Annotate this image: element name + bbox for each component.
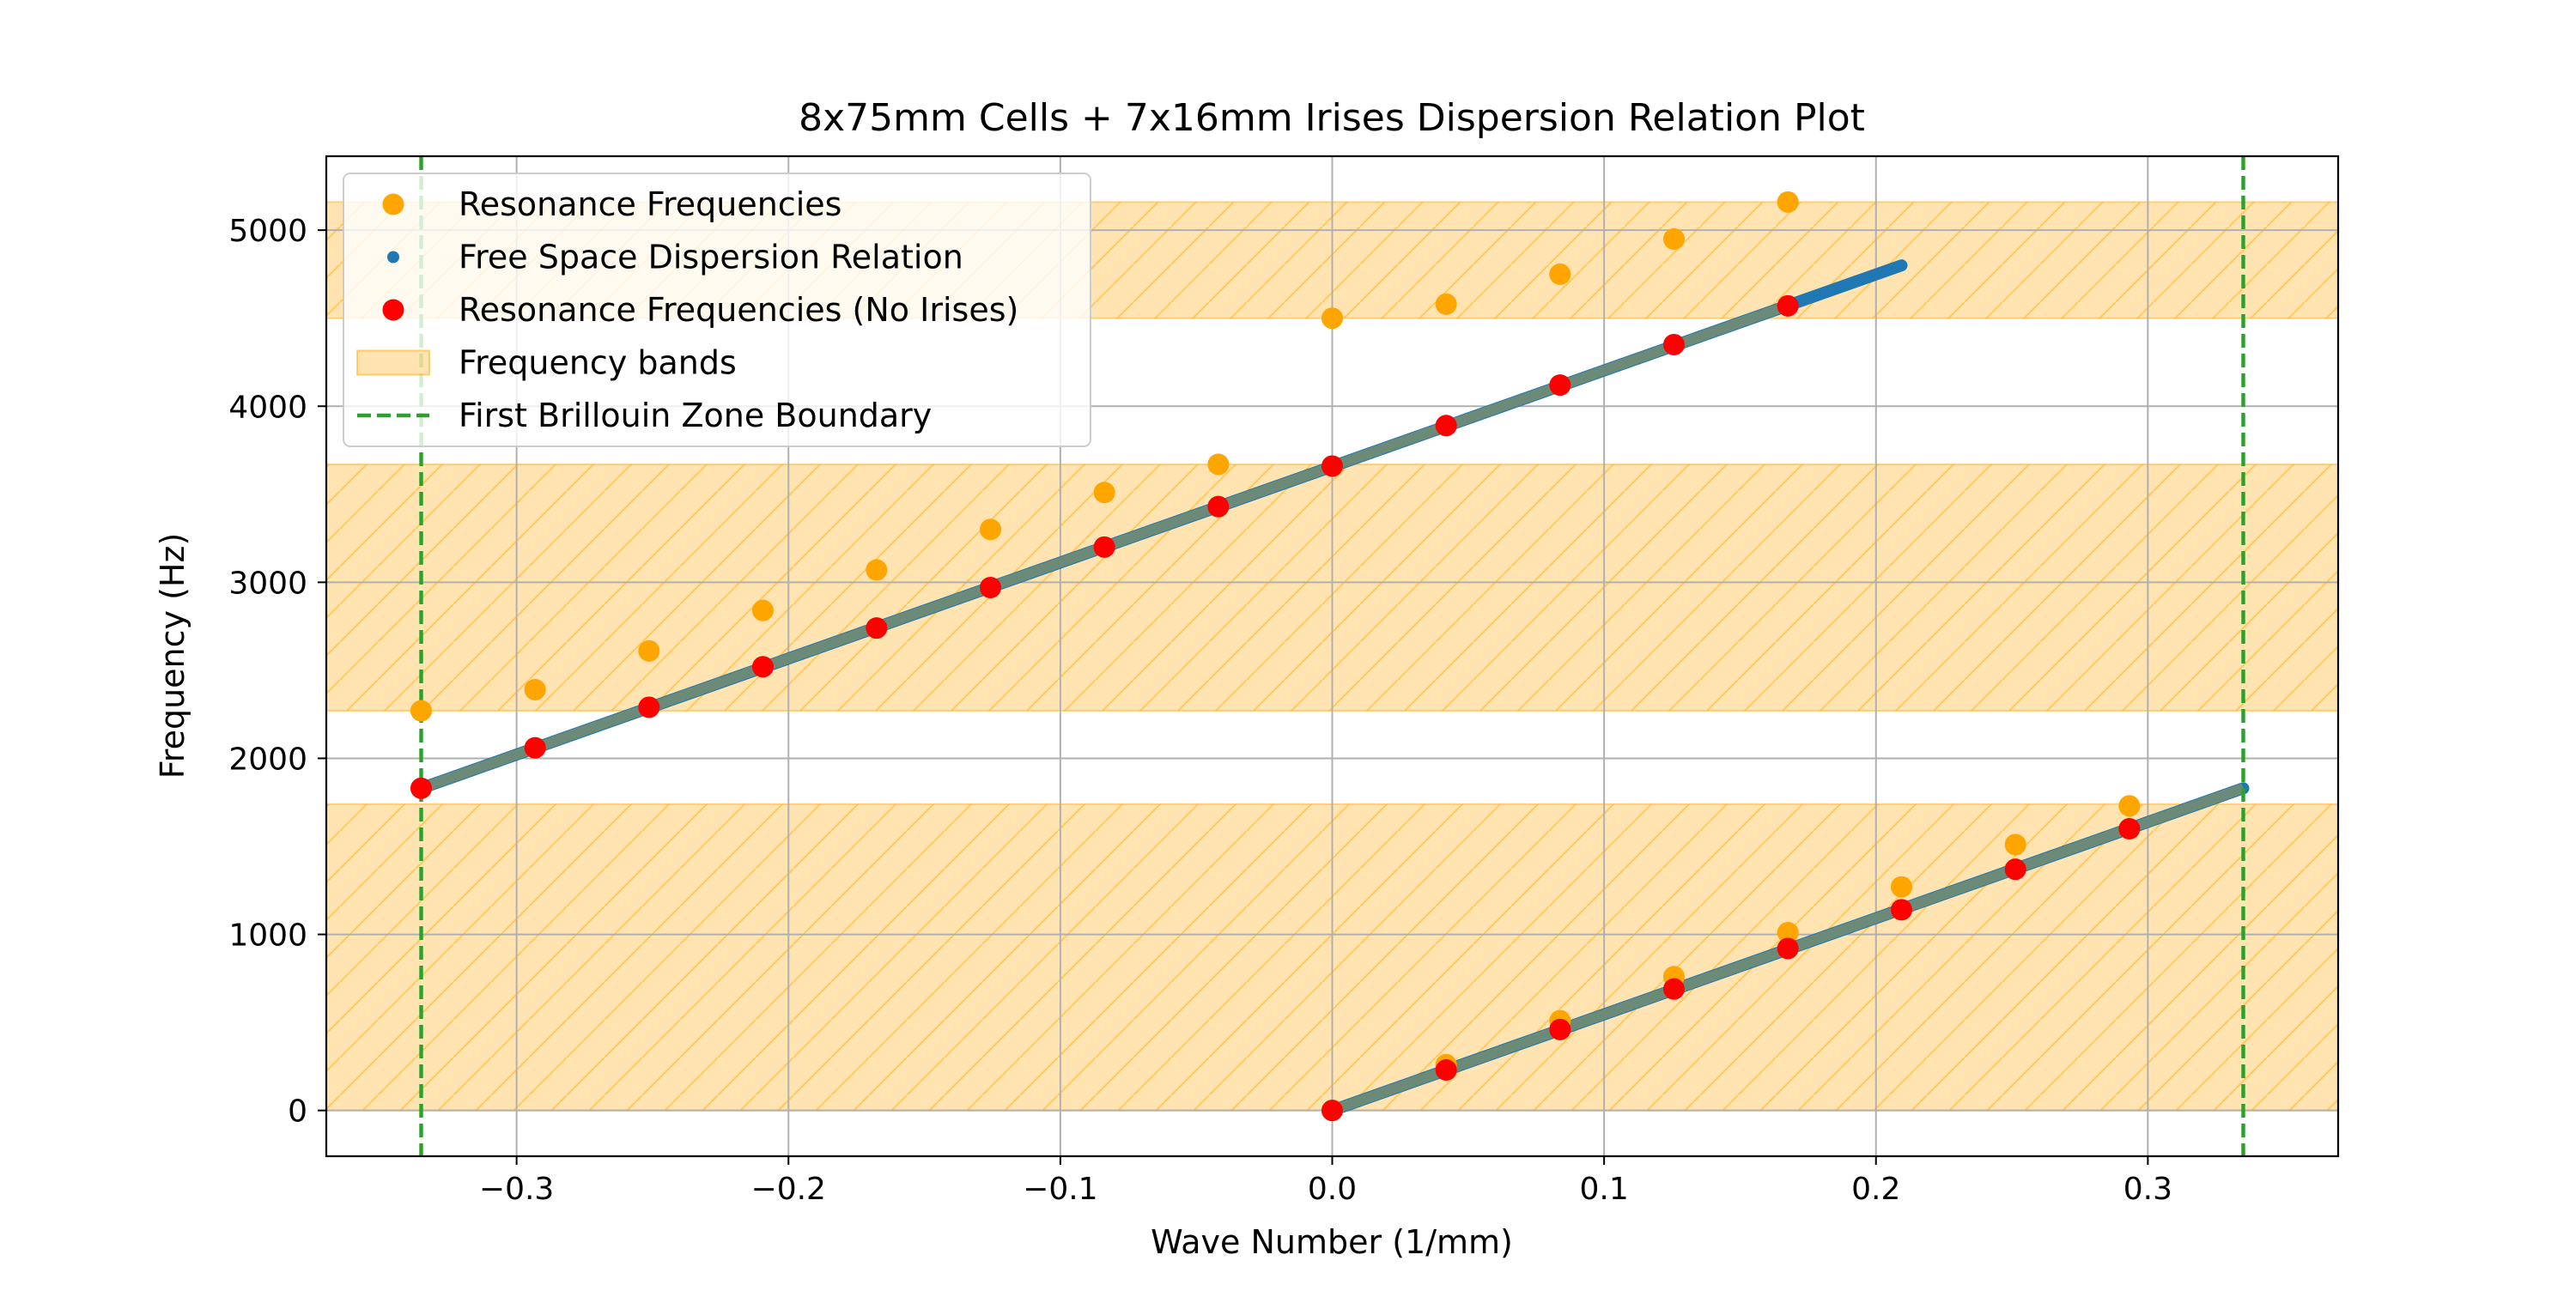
series-1-point-14	[1435, 1058, 1457, 1081]
x-tick-label-4: 0.1	[1579, 1172, 1628, 1207]
series-1-point-13	[1321, 1100, 1343, 1122]
legend-label-3: Frequency bands	[459, 344, 737, 382]
series-0-point-12	[1777, 191, 1799, 213]
series-0-point-7	[1207, 453, 1230, 476]
series-1-point-10	[1549, 374, 1571, 397]
series-0-point-4	[866, 559, 888, 581]
y-axis-label: Frequency (Hz)	[154, 533, 191, 779]
series-1-point-9	[1435, 415, 1457, 437]
legend: Resonance Frequencies Free Space Dispersi…	[343, 173, 1091, 447]
chart-title: 8x75mm Cells + 7x16mm Irises Dispersion …	[799, 96, 1865, 140]
legend-label-2: Resonance Frequencies (No Irises)	[459, 291, 1018, 329]
legend-marker-0	[382, 193, 404, 215]
series-0-point-17	[1777, 922, 1799, 944]
series-1-point-18	[1891, 899, 1913, 921]
series-0-point-0	[410, 700, 433, 722]
series-1-point-11	[1662, 333, 1685, 355]
y-tick-label-1: 1000	[228, 918, 307, 954]
x-axis-label: Wave Number (1/mm)	[1151, 1223, 1513, 1261]
series-1-point-17	[1777, 937, 1799, 960]
legend-box	[343, 173, 1091, 447]
series-0-point-10	[1549, 263, 1571, 285]
series-0-point-5	[980, 518, 1002, 541]
y-tick-label-2: 2000	[228, 742, 307, 777]
series-1-point-5	[980, 577, 1002, 599]
series-1-point-20	[2118, 818, 2141, 840]
legend-marker-1	[387, 251, 399, 264]
x-tick-label-5: 0.2	[1851, 1172, 1900, 1207]
series-0-point-11	[1662, 227, 1685, 250]
series-1-point-8	[1321, 455, 1343, 477]
legend-label-0: Resonance Frequencies	[459, 185, 841, 223]
y-tick-label-4: 4000	[228, 390, 307, 425]
y-tick-label-3: 3000	[228, 566, 307, 601]
series-0-point-8	[1321, 307, 1343, 330]
series-0-point-2	[638, 639, 660, 662]
series-1-point-6	[1093, 536, 1115, 558]
x-tick-label-6: 0.3	[2123, 1172, 2172, 1207]
series-1-point-12	[1777, 294, 1799, 317]
series-1-point-2	[638, 696, 660, 718]
series-1-point-16	[1662, 978, 1685, 1000]
series-1-point-15	[1549, 1018, 1571, 1040]
legend-marker-3	[356, 349, 430, 376]
y-tick-label-0: 0	[288, 1094, 307, 1130]
series-1-point-19	[2004, 858, 2026, 881]
series-1-point-3	[751, 656, 774, 678]
x-tick-label-3: 0.0	[1308, 1172, 1357, 1207]
series-0-point-9	[1435, 293, 1457, 315]
legend-marker-2	[382, 299, 404, 321]
series-1-point-4	[866, 617, 888, 639]
series-1-point-0	[410, 777, 433, 799]
x-tick-label-1: −0.2	[751, 1172, 826, 1207]
legend-label-4: First Brillouin Zone Boundary	[459, 397, 932, 434]
series-1-point-1	[524, 736, 546, 759]
series-0-point-3	[751, 599, 774, 621]
series-0-point-19	[2004, 833, 2026, 856]
series-0-point-1	[524, 678, 546, 700]
x-tick-label-0: −0.3	[479, 1172, 554, 1207]
y-tick-label-5: 5000	[228, 214, 307, 249]
series-1-point-7	[1207, 495, 1230, 518]
series-0-point-6	[1093, 482, 1115, 504]
x-tick-label-2: −0.1	[1023, 1172, 1097, 1207]
legend-label-1: Free Space Dispersion Relation	[459, 239, 963, 276]
series-0-point-20	[2118, 795, 2141, 817]
series-0-point-18	[1891, 876, 1913, 898]
